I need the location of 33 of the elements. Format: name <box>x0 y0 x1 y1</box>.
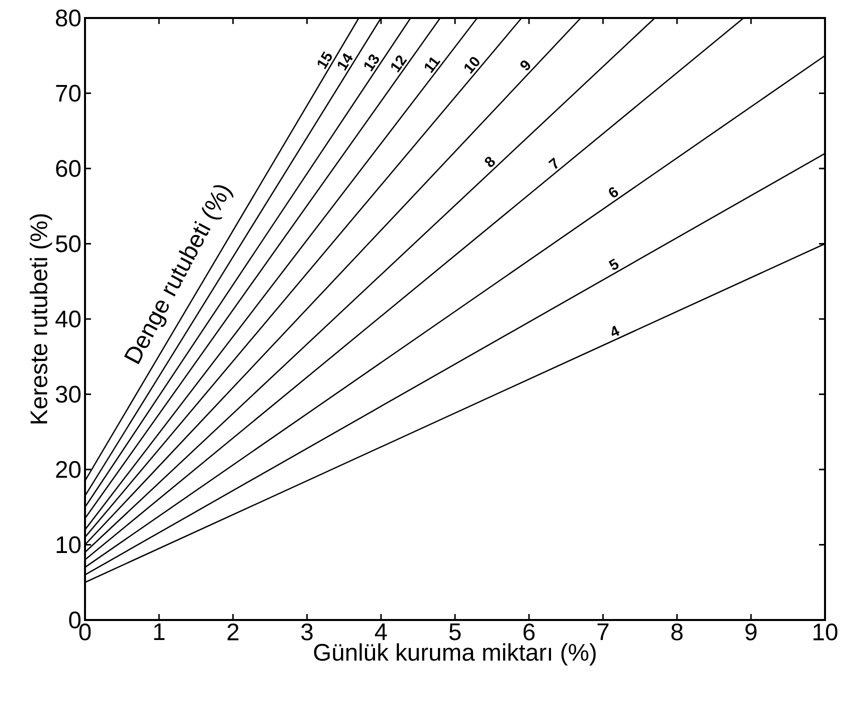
x-tick-label: 3 <box>301 624 313 640</box>
y-tick-label: 50 <box>56 235 81 252</box>
text: 13 <box>364 54 379 72</box>
y-tick-label: 70 <box>56 84 81 102</box>
x-tick-label: 9 <box>745 624 757 640</box>
x-axis-title: Günlük kuruma miktarı (%) <box>314 643 596 666</box>
x-tick-label: 8 <box>671 624 683 640</box>
text: 10 <box>464 56 480 74</box>
x-tick-label: 5 <box>449 624 461 640</box>
y-tick-label: 30 <box>56 386 81 403</box>
y-axis-title: Kereste rutubeti (%) <box>30 214 52 424</box>
text: 12 <box>391 55 407 73</box>
text: 5 <box>608 258 619 270</box>
x-tick-label: 10 <box>814 624 838 640</box>
text: 11 <box>424 57 440 74</box>
x-tick-label: 2 <box>228 624 238 640</box>
x-tick-label: 6 <box>524 624 535 640</box>
text: 8 <box>484 156 495 167</box>
y-tick-label: 40 <box>55 310 81 328</box>
y-tick-label: 10 <box>56 536 81 554</box>
x-tick-label: 7 <box>598 624 608 640</box>
x-tick-label: 4 <box>374 624 387 640</box>
text: 7 <box>548 157 558 169</box>
text: 4 <box>612 326 620 336</box>
y-tick-label: 80 <box>56 10 81 26</box>
text: 9 <box>520 60 530 70</box>
y-tick-label: 0 <box>69 612 81 628</box>
y-tick-label: 20 <box>56 461 81 478</box>
x-tick-label: 1 <box>154 624 164 640</box>
y-tick-label: 60 <box>56 160 81 177</box>
text: 14 <box>338 53 353 71</box>
text: 6 <box>608 187 618 198</box>
text: 15 <box>318 51 332 70</box>
